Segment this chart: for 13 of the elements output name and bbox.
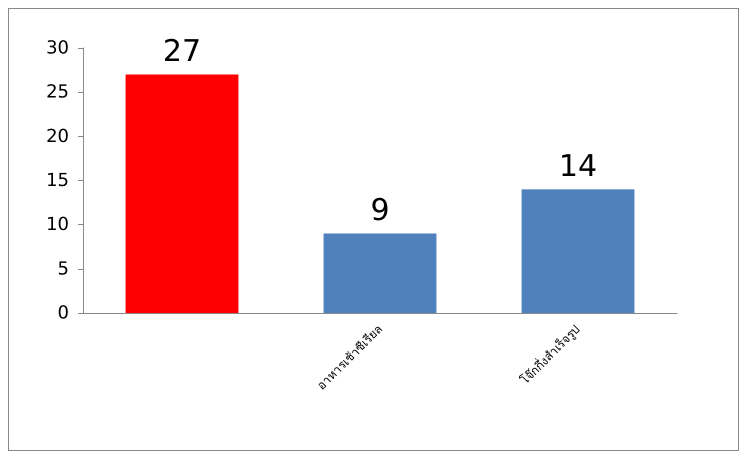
data-label: 27 (162, 34, 202, 69)
y-tick-label: 0 (58, 302, 69, 324)
y-tick-label: 5 (58, 258, 69, 280)
bar (324, 234, 436, 313)
data-label: 14 (558, 148, 598, 184)
y-tick-label: 15 (46, 170, 69, 191)
bar (522, 189, 634, 313)
bar (126, 74, 238, 313)
y-tick-label: 30 (46, 38, 69, 58)
y-tick-label: 20 (46, 126, 69, 147)
y-tick-label: 25 (46, 82, 69, 103)
data-label: 9 (370, 193, 390, 228)
y-tick-label: 10 (46, 214, 69, 236)
